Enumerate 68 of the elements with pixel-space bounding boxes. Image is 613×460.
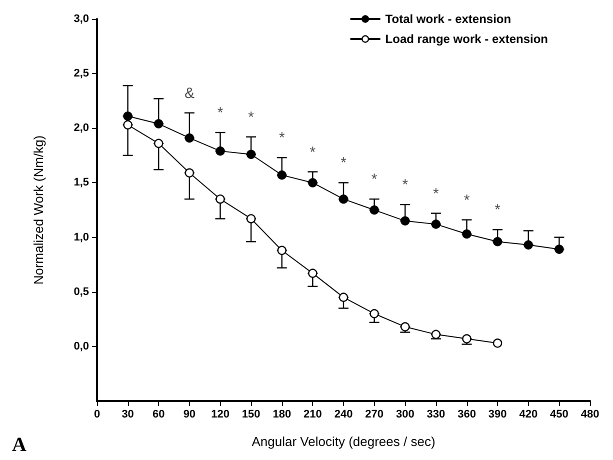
y-tick-label: 1,5 <box>74 176 89 189</box>
legend-label: Load range work - extension <box>385 32 548 46</box>
annotation: * <box>494 202 501 219</box>
annotation: & <box>184 84 194 102</box>
x-tick-label: 270 <box>365 408 384 420</box>
point <box>400 216 410 226</box>
annotation: * <box>248 108 254 126</box>
x-tick-label: 120 <box>211 408 230 420</box>
point <box>246 150 256 159</box>
y-axis-title: Normalized Work (Nm/kg) <box>31 135 46 285</box>
point <box>338 194 348 204</box>
y-tick-label: 0,5 <box>74 286 89 298</box>
point <box>554 244 564 254</box>
point <box>216 146 225 156</box>
x-tick-label: 480 <box>580 408 600 420</box>
point <box>216 194 225 204</box>
x-tick-label: 90 <box>183 408 196 420</box>
y-tick-label: 0,0 <box>74 340 89 352</box>
point <box>184 168 194 178</box>
point <box>431 330 441 340</box>
annotation: * <box>217 104 224 122</box>
point <box>308 268 318 278</box>
x-axis-title: Angular Velocity (degrees / sec) <box>252 434 436 449</box>
annotation: * <box>464 192 470 209</box>
x-tick-label: 300 <box>396 408 414 420</box>
point <box>123 112 132 121</box>
annotation: * <box>278 130 285 147</box>
x-tick-label: 360 <box>458 408 476 420</box>
point <box>492 338 502 348</box>
x-tick-label: 30 <box>122 408 134 420</box>
annotation: * <box>433 185 440 202</box>
point <box>492 237 502 246</box>
annotation: * <box>402 176 408 194</box>
text: A <box>12 434 27 456</box>
x-tick-label: 450 <box>550 408 568 420</box>
point <box>462 334 472 344</box>
x-tick-label: 210 <box>304 408 322 420</box>
point <box>400 322 410 332</box>
point <box>338 292 348 302</box>
point <box>246 214 256 224</box>
y-tick-label: 3,0 <box>74 13 89 25</box>
point <box>277 246 286 255</box>
x-tick-label: 60 <box>152 408 165 420</box>
y-tick-label: 1,0 <box>74 231 89 244</box>
point <box>154 138 164 148</box>
point <box>277 170 286 180</box>
point <box>370 309 379 318</box>
x-tick-label: 330 <box>426 408 446 420</box>
x-tick-label: 420 <box>519 408 538 420</box>
x-tick-label: 180 <box>272 408 292 420</box>
point <box>154 119 164 128</box>
point <box>308 178 318 188</box>
y-tick-label: 2,0 <box>74 122 89 134</box>
point <box>370 205 379 215</box>
x-tick-label: 390 <box>488 408 507 420</box>
annotation: * <box>340 154 347 172</box>
legend-label: Total work - extension <box>385 12 512 26</box>
x-tick-label: 0 <box>94 408 100 420</box>
annotation: * <box>310 144 316 161</box>
point <box>431 220 441 229</box>
point <box>462 229 472 239</box>
point <box>524 240 533 250</box>
point <box>184 133 194 143</box>
point <box>123 120 132 130</box>
annotation: * <box>371 171 378 188</box>
x-tick-label: 240 <box>334 408 353 420</box>
y-tick-label: 2,5 <box>74 68 89 80</box>
x-tick-label: 150 <box>242 408 260 420</box>
